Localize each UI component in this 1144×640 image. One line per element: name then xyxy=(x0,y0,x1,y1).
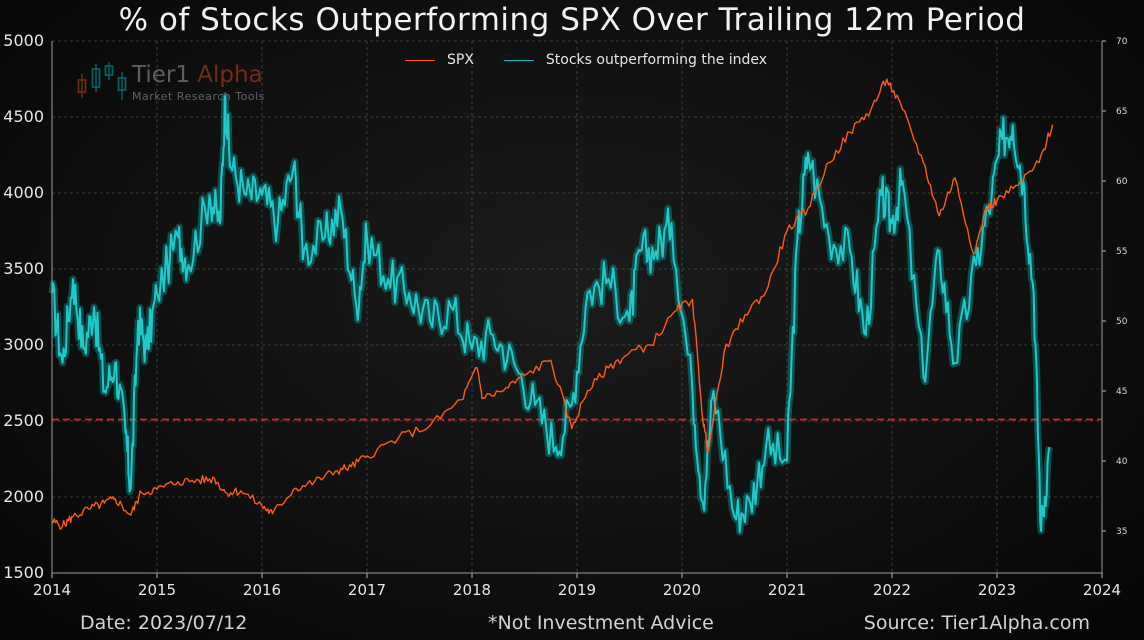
x-tick-label: 2018 xyxy=(453,581,491,599)
y-right-tick-label: 60 xyxy=(1116,177,1128,187)
logo-brand-accent: Alpha xyxy=(197,62,263,88)
y-right-tick-label: 35 xyxy=(1116,527,1127,537)
series-outperformers-line xyxy=(51,95,1051,534)
logo-brand: Tier1 Alpha xyxy=(132,62,265,88)
y-left-tick-label: 1500 xyxy=(3,563,44,582)
x-tick-label: 2024 xyxy=(1083,581,1121,599)
y-left-tick-label: 3500 xyxy=(3,259,44,278)
candlestick-icon xyxy=(77,62,127,100)
x-tick-label: 2023 xyxy=(978,581,1016,599)
x-tick-label: 2021 xyxy=(768,581,806,599)
x-tick-label: 2019 xyxy=(558,581,596,599)
y-right-tick-label: 70 xyxy=(1116,37,1128,47)
chart-title: % of Stocks Outperforming SPX Over Trail… xyxy=(118,2,1026,38)
series-layer xyxy=(48,78,1054,536)
series-outperformers-glow xyxy=(48,92,1053,536)
legend-swatch-spx xyxy=(405,59,435,61)
legend-label-spx: SPX xyxy=(447,52,474,68)
x-tick-label: 2022 xyxy=(873,581,911,599)
footer-disclaimer: *Not Investment Advice xyxy=(488,612,714,634)
chart-legend: SPX Stocks outperforming the index xyxy=(405,52,797,68)
footer-date: Date: 2023/07/12 xyxy=(80,612,248,634)
x-tick-label: 2020 xyxy=(663,581,701,599)
y-left-tick-label: 4500 xyxy=(3,107,44,126)
logo-text: Tier1 Alpha Market Research Tools xyxy=(132,62,265,103)
y-left-tick-label: 5000 xyxy=(3,31,44,50)
brand-logo: Tier1 Alpha Market Research Tools xyxy=(76,62,265,103)
x-tick-label: 2017 xyxy=(348,581,386,599)
y-left-tick-label: 2500 xyxy=(3,411,44,430)
legend-label-outperformers: Stocks outperforming the index xyxy=(545,52,768,68)
axis-layer: 1500 2000 2500 3000 3500 4000 4500 5000 35 40 45 50… xyxy=(3,31,1127,599)
logo-brand-main: Tier1 xyxy=(132,62,198,88)
x-tick-label: 2014 xyxy=(33,581,71,599)
y-left-tick-label: 3000 xyxy=(3,335,44,354)
y-right-tick-label: 55 xyxy=(1116,247,1127,257)
x-tick-label: 2015 xyxy=(138,581,176,599)
x-tick-label: 2016 xyxy=(243,581,281,599)
series-spx-line xyxy=(51,78,1054,530)
y-right-tick-label: 50 xyxy=(1116,317,1128,327)
legend-swatch-outperformers xyxy=(503,59,534,61)
y-right-tick-label: 40 xyxy=(1116,457,1128,467)
logo-tagline: Market Research Tools xyxy=(132,90,265,103)
y-left-tick-label: 4000 xyxy=(3,183,44,202)
footer-source: Source: Tier1Alpha.com xyxy=(863,612,1090,634)
legend-item-spx: SPX xyxy=(405,52,474,68)
y-right-tick-label: 45 xyxy=(1116,387,1127,397)
y-left-tick-label: 2000 xyxy=(3,487,44,506)
legend-item-outperformers: Stocks outperforming the index xyxy=(503,52,768,68)
y-right-tick-label: 65 xyxy=(1116,107,1127,117)
